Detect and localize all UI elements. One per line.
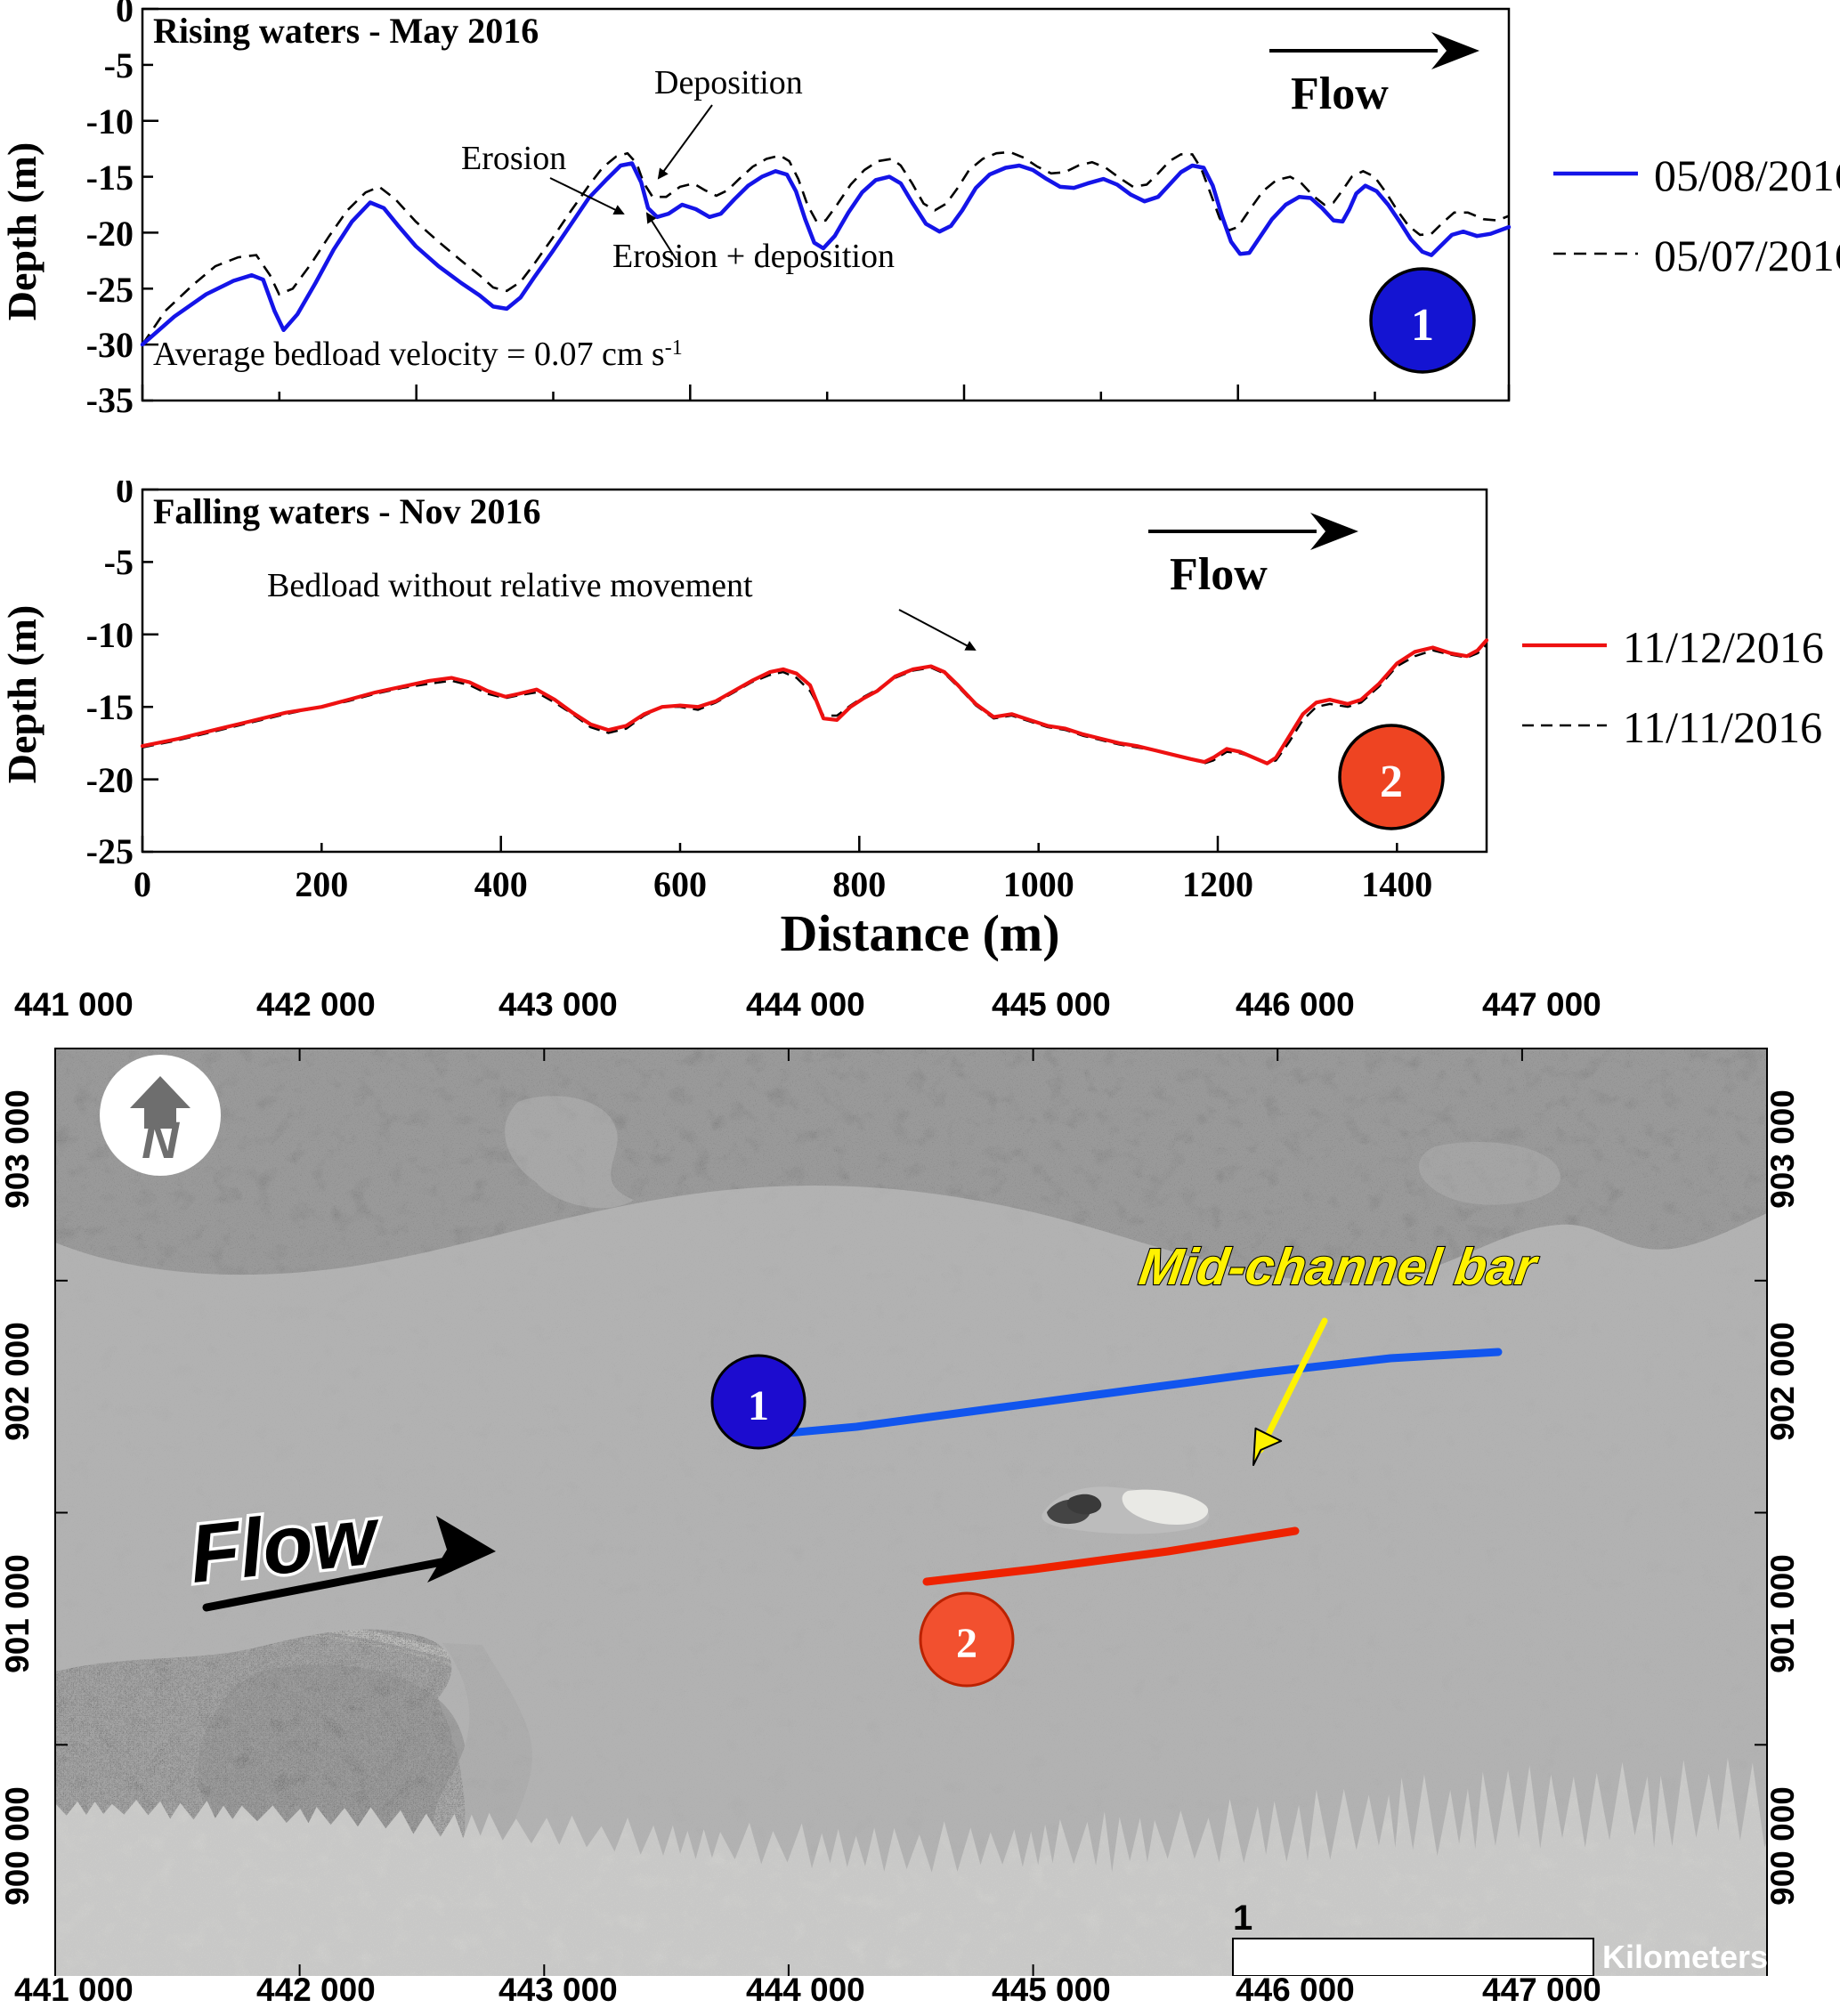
svg-text:400: 400 xyxy=(474,864,528,899)
svg-text:-15: -15 xyxy=(86,158,134,198)
svg-text:1400: 1400 xyxy=(1361,864,1432,899)
svg-text:-20: -20 xyxy=(86,214,134,254)
svg-text:Flow: Flow xyxy=(1170,549,1268,600)
svg-text:800: 800 xyxy=(832,864,886,899)
svg-text:11/11/2016: 11/11/2016 xyxy=(1623,702,1822,752)
svg-text:Erosion + deposition: Erosion + deposition xyxy=(612,238,895,275)
svg-text:1200: 1200 xyxy=(1182,864,1253,899)
svg-text:-25: -25 xyxy=(86,270,134,310)
svg-text:2500: 2500 xyxy=(1340,413,1411,418)
svg-text:Flow: Flow xyxy=(1291,69,1389,119)
svg-text:-20: -20 xyxy=(86,760,134,800)
svg-text:-5: -5 xyxy=(104,542,134,582)
svg-text:05/08/2016: 05/08/2016 xyxy=(1654,150,1840,200)
svg-text:-10: -10 xyxy=(86,615,134,655)
svg-text:0: 0 xyxy=(134,413,151,418)
svg-text:Average bedload velocity = 0.0: Average bedload velocity = 0.07 cm s-1 xyxy=(153,336,683,373)
svg-text:0: 0 xyxy=(134,864,151,899)
svg-text:-25: -25 xyxy=(86,831,134,871)
svg-text:-5: -5 xyxy=(104,45,134,85)
svg-text:1000: 1000 xyxy=(518,413,589,418)
svg-text:1000: 1000 xyxy=(1003,864,1074,899)
svg-text:0: 0 xyxy=(116,481,134,510)
svg-text:11/12/2016: 11/12/2016 xyxy=(1623,622,1824,672)
svg-text:-35: -35 xyxy=(86,380,134,418)
svg-text:Depth (m): Depth (m) xyxy=(0,605,45,784)
svg-text:Falling waters - Nov 2016: Falling waters - Nov 2016 xyxy=(153,491,541,531)
svg-text:-15: -15 xyxy=(86,687,134,727)
svg-text:2: 2 xyxy=(1380,757,1403,807)
svg-text:Depth (m): Depth (m) xyxy=(0,142,45,321)
svg-text:600: 600 xyxy=(653,864,707,899)
svg-text:Deposition: Deposition xyxy=(654,64,803,101)
svg-text:Erosion: Erosion xyxy=(461,140,566,177)
svg-text:0: 0 xyxy=(116,0,134,29)
svg-text:05/07/2016: 05/07/2016 xyxy=(1654,231,1840,280)
svg-text:Bedload without relative movem: Bedload without relative movement xyxy=(267,567,753,604)
svg-text:500: 500 xyxy=(253,413,306,418)
svg-text:-30: -30 xyxy=(86,325,134,365)
svg-text:Rising waters - May 2016: Rising waters - May 2016 xyxy=(153,11,539,51)
svg-text:1500: 1500 xyxy=(791,413,863,418)
svg-text:-10: -10 xyxy=(86,101,134,142)
svg-text:200: 200 xyxy=(295,864,348,899)
svg-text:1: 1 xyxy=(1411,300,1434,351)
